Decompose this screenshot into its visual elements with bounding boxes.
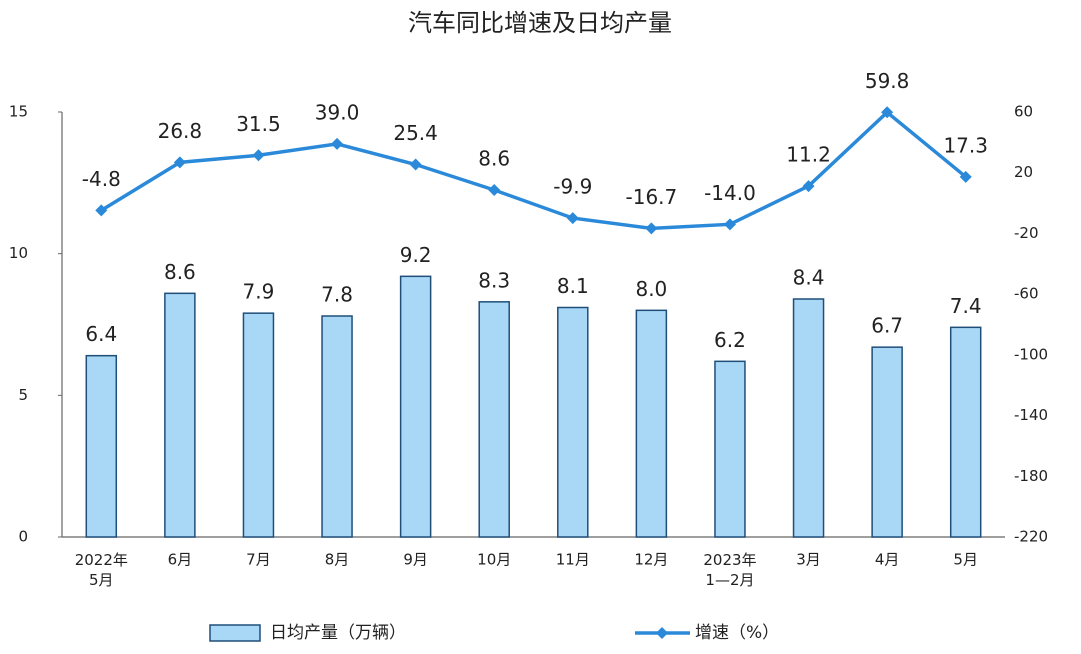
- line-value-label: 8.6: [478, 147, 510, 171]
- chart-title: 汽车同比增速及日均产量: [408, 9, 672, 37]
- bar: [871, 346, 903, 538]
- x-tick-label: 4月: [875, 551, 900, 569]
- x-tick-label: 7月: [246, 551, 271, 569]
- y2-tick-label: -180: [1014, 467, 1048, 485]
- bar-value-label: 8.3: [478, 268, 510, 292]
- legend-swatch: [209, 624, 261, 642]
- x-tick-label: 12月: [634, 551, 668, 569]
- line-value-label: 17.3: [943, 133, 988, 157]
- line-value-label: 59.8: [865, 69, 910, 93]
- bar-value-label: 8.0: [635, 277, 667, 301]
- line-marker: [409, 158, 422, 171]
- bar: [321, 315, 353, 538]
- line-marker: [881, 106, 894, 119]
- y-tick-label: 5: [18, 386, 28, 404]
- legend-label: 增速（%）: [695, 623, 779, 643]
- line: [100, 109, 967, 231]
- bar: [242, 312, 275, 538]
- bar-value-label: 7.4: [950, 294, 982, 318]
- line-value-label: 25.4: [393, 121, 438, 145]
- y2-tick-label: -100: [1014, 345, 1048, 363]
- line-marker: [95, 204, 108, 217]
- line-value-label: 26.8: [158, 119, 203, 143]
- bar-value-label: 8.1: [557, 274, 589, 298]
- line-marker: [488, 184, 501, 197]
- bar: [714, 360, 746, 538]
- bar-value-label: 6.2: [714, 328, 746, 352]
- y-tick-label: 15: [9, 103, 28, 121]
- bar-value-label: 8.6: [164, 260, 196, 284]
- line-marker: [173, 156, 186, 169]
- line-value-label: -4.8: [82, 167, 121, 191]
- line-value-label: -14.0: [704, 181, 756, 205]
- y2-tick-label: 20: [1014, 163, 1033, 181]
- line-marker: [959, 170, 972, 183]
- y2-tick-label: -60: [1014, 285, 1039, 303]
- line-marker: [802, 180, 815, 193]
- bar-value-label: 8.4: [793, 266, 825, 290]
- line-value-label: 11.2: [786, 143, 831, 167]
- bar-value-label: 7.9: [243, 280, 275, 304]
- x-tick-label: 2022年 5月: [75, 551, 128, 589]
- bar-value-label: 9.2: [400, 243, 432, 267]
- y2-tick-label: 60: [1014, 103, 1033, 121]
- bar: [399, 275, 432, 538]
- legend-label: 日均产量（万辆）: [270, 623, 406, 643]
- y-tick-label: 0: [18, 528, 28, 546]
- y2-tick-label: -220: [1014, 528, 1048, 546]
- bar-value-label: 6.4: [85, 322, 117, 346]
- bar: [792, 298, 825, 538]
- x-tick-label: 5月: [953, 551, 978, 569]
- bar: [478, 301, 510, 538]
- x-tick-label: 8月: [325, 551, 350, 569]
- x-tick-label: 10月: [477, 551, 511, 569]
- bar: [557, 306, 589, 538]
- y-tick-label: 10: [9, 244, 28, 262]
- x-tick-label: 6月: [168, 551, 193, 569]
- line-marker: [331, 137, 344, 150]
- line-marker: [252, 149, 265, 162]
- line-marker: [645, 222, 658, 235]
- x-tick-label: 3月: [796, 551, 821, 569]
- line-value-label: 31.5: [236, 112, 281, 136]
- bar: [635, 309, 668, 538]
- bar-value-label: 6.7: [871, 314, 903, 338]
- line-marker: [723, 218, 736, 231]
- bar: [949, 326, 982, 538]
- x-tick-label: 2023年 1—2月: [703, 551, 756, 589]
- y2-tick-label: -20: [1014, 224, 1039, 242]
- bar: [164, 292, 196, 538]
- line-marker: [566, 212, 579, 225]
- x-tick-label: 9月: [403, 551, 428, 569]
- bar: [85, 354, 118, 538]
- line-value-label: 39.0: [315, 100, 360, 124]
- bar-value-label: 7.8: [321, 283, 353, 307]
- line-value-label: -9.9: [553, 175, 592, 199]
- legend-swatch: [656, 627, 668, 639]
- x-tick-label: 11月: [556, 551, 590, 569]
- line-value-label: -16.7: [626, 185, 678, 209]
- y2-tick-label: -140: [1014, 406, 1048, 424]
